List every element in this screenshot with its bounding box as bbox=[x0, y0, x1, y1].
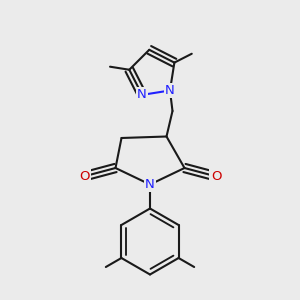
Text: O: O bbox=[211, 170, 221, 183]
Text: O: O bbox=[79, 170, 89, 183]
Text: N: N bbox=[145, 178, 155, 191]
Text: N: N bbox=[165, 84, 175, 97]
Text: N: N bbox=[137, 88, 147, 101]
